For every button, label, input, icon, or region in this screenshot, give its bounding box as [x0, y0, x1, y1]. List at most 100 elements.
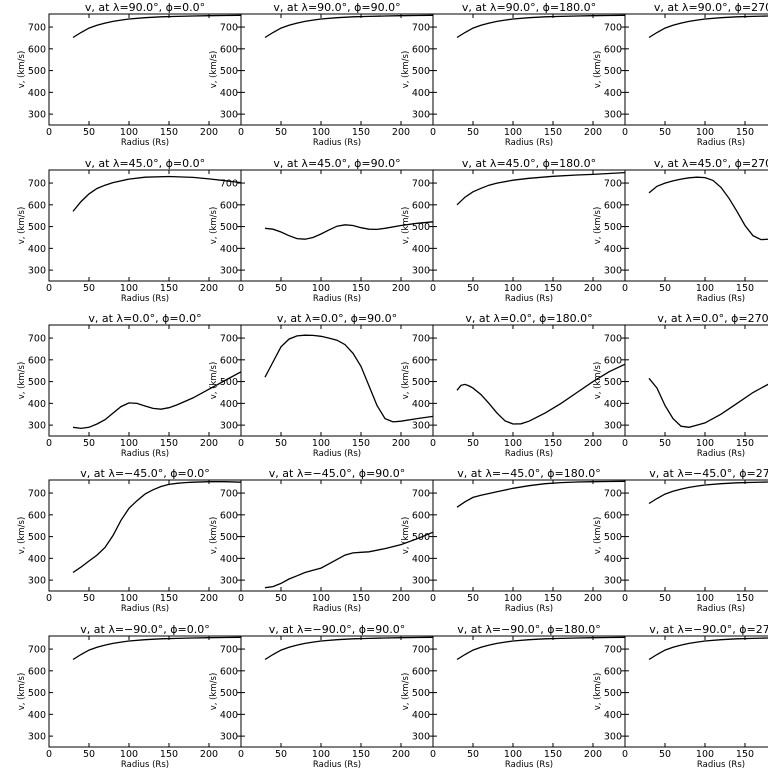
x-tick-label: 50: [467, 749, 479, 760]
y-tick-label: 700: [28, 23, 46, 34]
x-tick-label: 150: [544, 438, 562, 449]
x-tick-label: 100: [696, 749, 714, 760]
y-tick-label: 600: [604, 355, 622, 366]
panel-title: v, at λ=45.0°, ϕ=90.0°: [273, 157, 400, 170]
x-tick-label: 200: [200, 127, 218, 138]
y-tick-label: 700: [28, 489, 46, 500]
y-tick-label: 400: [604, 88, 622, 99]
y-tick-label: 300: [28, 110, 46, 121]
x-axis-label: Radius (Rs): [121, 294, 169, 304]
y-tick-label: 300: [220, 421, 238, 432]
y-tick-label: 700: [28, 179, 46, 190]
x-tick-label: 50: [83, 438, 95, 449]
x-tick-label: 100: [504, 127, 522, 138]
panel-title: v, at λ=45.0°, ϕ=180.0°: [462, 157, 596, 170]
chart-panel: v, at λ=−45.0°, ϕ=270.0°0501001502003004…: [593, 467, 768, 614]
y-tick-label: 400: [28, 554, 46, 565]
x-tick-label: 50: [467, 438, 479, 449]
panel-title: v, at λ=−45.0°, ϕ=270.0°: [649, 467, 768, 480]
y-axis-label: v, (km/s): [401, 517, 411, 555]
x-tick-label: 50: [659, 749, 671, 760]
y-tick-label: 400: [220, 554, 238, 565]
x-tick-label: 100: [696, 283, 714, 294]
x-tick-label: 0: [238, 749, 244, 760]
x-axis-label: Radius (Rs): [505, 604, 553, 614]
y-tick-label: 500: [412, 66, 430, 77]
x-axis-label: Radius (Rs): [505, 449, 553, 459]
y-tick-label: 700: [412, 23, 430, 34]
x-axis-label: Radius (Rs): [121, 760, 169, 768]
x-axis-label: Radius (Rs): [313, 294, 361, 304]
series-line: [72, 14, 242, 39]
y-tick-label: 600: [28, 666, 46, 677]
x-tick-label: 50: [467, 593, 479, 604]
y-tick-label: 300: [28, 266, 46, 277]
x-axis-label: Radius (Rs): [313, 604, 361, 614]
x-tick-label: 0: [430, 283, 436, 294]
x-tick-label: 150: [352, 438, 370, 449]
y-tick-label: 300: [412, 421, 430, 432]
y-tick-label: 700: [28, 334, 46, 345]
y-tick-label: 700: [412, 645, 430, 656]
y-tick-label: 700: [604, 489, 622, 500]
y-tick-label: 400: [604, 710, 622, 721]
y-tick-label: 500: [604, 532, 622, 543]
x-tick-label: 0: [430, 127, 436, 138]
x-tick-label: 100: [312, 127, 330, 138]
x-tick-label: 100: [120, 593, 138, 604]
y-axis-label: v, (km/s): [209, 207, 219, 245]
panel-title: v, at λ=45.0°, ϕ=0.0°: [85, 157, 205, 170]
x-tick-label: 200: [392, 438, 410, 449]
x-tick-label: 0: [238, 283, 244, 294]
x-axis-label: Radius (Rs): [697, 294, 745, 304]
x-axis-label: Radius (Rs): [313, 760, 361, 768]
y-axis-label: v, (km/s): [401, 673, 411, 711]
x-tick-label: 100: [504, 749, 522, 760]
y-tick-label: 400: [412, 399, 430, 410]
x-tick-label: 0: [46, 127, 52, 138]
y-tick-label: 700: [28, 645, 46, 656]
y-tick-label: 300: [220, 576, 238, 587]
y-tick-label: 600: [604, 200, 622, 211]
y-tick-label: 600: [28, 510, 46, 521]
x-axis-label: Radius (Rs): [697, 138, 745, 148]
y-tick-label: 400: [28, 88, 46, 99]
y-tick-label: 600: [220, 355, 238, 366]
panel-title: v, at λ=45.0°, ϕ=270.0°: [654, 157, 768, 170]
x-tick-label: 100: [312, 593, 330, 604]
x-tick-label: 150: [544, 749, 562, 760]
chart-panel: v, at λ=90.0°, ϕ=90.0°0 50 100 150 200300400…: [209, 1, 434, 148]
x-tick-label: 150: [544, 593, 562, 604]
x-tick-label: 150: [160, 438, 178, 449]
x-tick-label: 50: [275, 593, 287, 604]
x-tick-label: 0: [622, 749, 628, 760]
y-tick-label: 300: [220, 110, 238, 121]
x-tick-label: 50: [83, 127, 95, 138]
x-axis-label: Radius (Rs): [697, 604, 745, 614]
panel-title: v, at λ=90.0°, ϕ=180.0°: [462, 1, 596, 14]
x-tick-label: 150: [544, 283, 562, 294]
series-line: [264, 334, 434, 423]
y-tick-label: 500: [604, 66, 622, 77]
chart-panel: v, at λ=−45.0°, ϕ=90.0°0 50 100 150 20030040…: [209, 467, 434, 614]
x-tick-label: 200: [392, 593, 410, 604]
y-axis-label: v, (km/s): [401, 207, 411, 245]
x-tick-label: 50: [659, 283, 671, 294]
panel-title: v, at λ=−90.0°, ϕ=180.0°: [457, 623, 600, 636]
y-tick-label: 500: [412, 688, 430, 699]
panel-title: v, at λ=90.0°, ϕ=90.0°: [273, 1, 400, 14]
x-tick-label: 100: [696, 438, 714, 449]
x-tick-label: 0: [622, 283, 628, 294]
x-tick-label: 0: [46, 283, 52, 294]
x-tick-label: 150: [352, 283, 370, 294]
y-tick-label: 600: [604, 44, 622, 55]
y-tick-label: 600: [220, 44, 238, 55]
x-tick-label: 0: [238, 593, 244, 604]
y-tick-label: 300: [604, 732, 622, 743]
x-tick-label: 100: [312, 438, 330, 449]
panel-title: v, at λ=−90.0°, ϕ=90.0°: [269, 623, 405, 636]
y-tick-label: 400: [412, 88, 430, 99]
chart-panel: v, at λ=0.0°, ϕ=270.0°050100150200300400…: [593, 312, 768, 459]
x-tick-label: 200: [200, 438, 218, 449]
series-line: [72, 636, 242, 661]
